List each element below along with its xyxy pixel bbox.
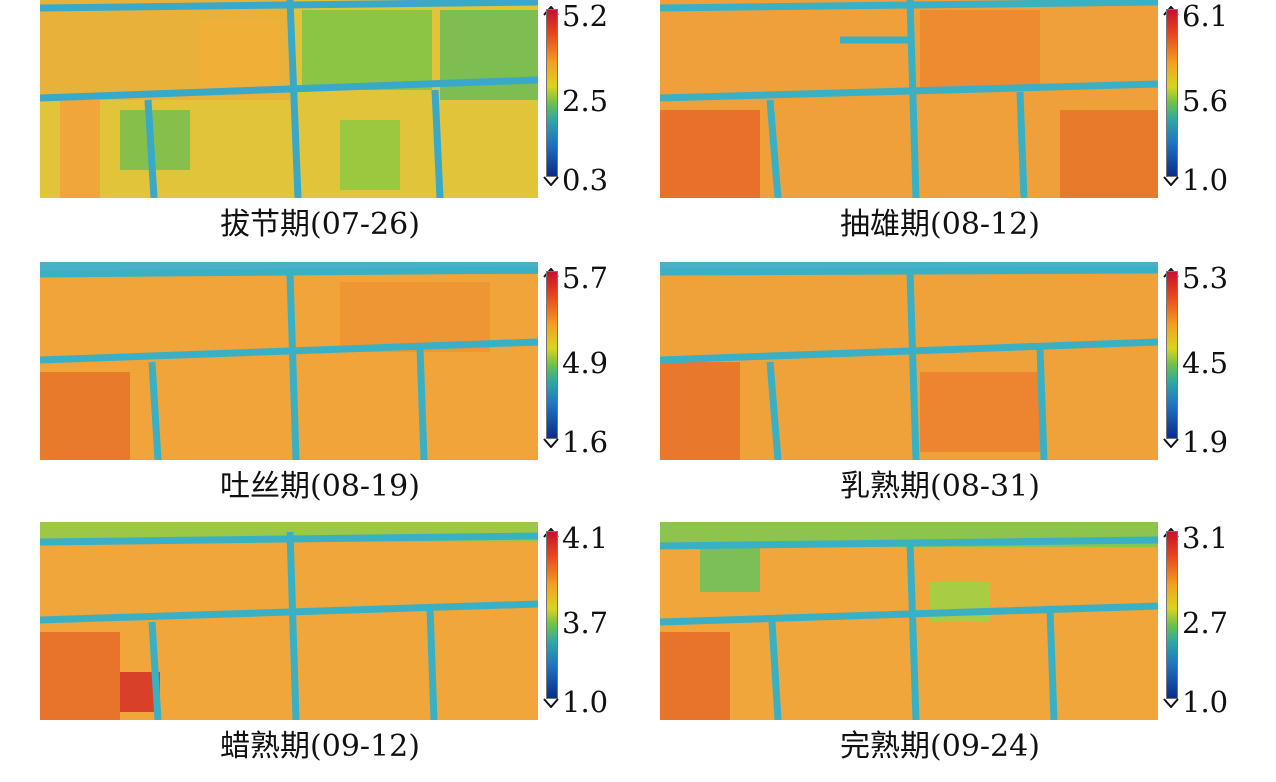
colorbar-max: 5.3 bbox=[1182, 261, 1229, 295]
colorbar-gradient bbox=[1166, 9, 1178, 177]
colorbar-mid: 2.7 bbox=[1182, 606, 1229, 640]
panel-caption: 抽雄期(08-12) bbox=[840, 207, 1040, 242]
colorbar-bottom-marker-icon bbox=[542, 176, 560, 186]
map-panel-3: 5.7 4.9 1.6 吐丝期(08-19) bbox=[40, 262, 640, 522]
map-panel-5: 4.1 3.7 1.0 蜡熟期(09-12) bbox=[40, 522, 640, 782]
colorbar-bottom-marker-icon bbox=[542, 698, 560, 708]
colorbar-max: 4.1 bbox=[562, 521, 609, 555]
colorbar-min: 1.0 bbox=[1182, 163, 1229, 197]
colorbar-mid: 3.7 bbox=[562, 606, 609, 640]
lai-map-4 bbox=[660, 262, 1158, 460]
lai-map-6 bbox=[660, 522, 1158, 720]
colorbar-min: 1.0 bbox=[562, 685, 609, 719]
panel-caption: 乳熟期(08-31) bbox=[840, 469, 1040, 504]
map-panel-2: 6.1 5.6 1.0 抽雄期(08-12) bbox=[660, 0, 1260, 260]
colorbar-bottom-marker-icon bbox=[1162, 438, 1180, 448]
lai-map-5 bbox=[40, 522, 538, 720]
lai-map-2 bbox=[660, 0, 1158, 198]
colorbar-mid: 5.6 bbox=[1182, 84, 1229, 118]
colorbar-max: 5.2 bbox=[562, 0, 609, 33]
colorbar-gradient bbox=[1166, 531, 1178, 699]
colorbar-max: 5.7 bbox=[562, 261, 609, 295]
colorbar-min: 1.0 bbox=[1182, 685, 1229, 719]
colorbar-4: 5.3 4.5 1.9 bbox=[1162, 262, 1260, 460]
lai-map-1 bbox=[40, 0, 538, 198]
panel-caption: 拔节期(07-26) bbox=[220, 207, 420, 242]
lai-map-3 bbox=[40, 262, 538, 460]
colorbar-bottom-marker-icon bbox=[1162, 698, 1180, 708]
colorbar-max: 6.1 bbox=[1182, 0, 1229, 33]
map-panel-6: 3.1 2.7 1.0 完熟期(09-24) bbox=[660, 522, 1260, 782]
colorbar-bottom-marker-icon bbox=[542, 438, 560, 448]
colorbar-gradient bbox=[546, 531, 558, 699]
colorbar-bottom-marker-icon bbox=[1162, 176, 1180, 186]
colorbar-2: 6.1 5.6 1.0 bbox=[1162, 0, 1260, 198]
colorbar-min: 0.3 bbox=[562, 163, 609, 197]
colorbar-min: 1.6 bbox=[562, 425, 609, 459]
map-panel-4: 5.3 4.5 1.9 乳熟期(08-31) bbox=[660, 262, 1260, 522]
colorbar-mid: 4.9 bbox=[562, 346, 609, 380]
colorbar-gradient bbox=[546, 9, 558, 177]
panel-caption: 完熟期(09-24) bbox=[840, 729, 1040, 764]
panel-caption: 蜡熟期(09-12) bbox=[220, 729, 420, 764]
colorbar-3: 5.7 4.9 1.6 bbox=[542, 262, 640, 460]
colorbar-gradient bbox=[546, 271, 558, 439]
panel-caption: 吐丝期(08-19) bbox=[220, 469, 420, 504]
colorbar-1: 5.2 2.5 0.3 bbox=[542, 0, 640, 198]
colorbar-mid: 2.5 bbox=[562, 84, 609, 118]
colorbar-mid: 4.5 bbox=[1182, 346, 1229, 380]
colorbar-6: 3.1 2.7 1.0 bbox=[1162, 522, 1260, 720]
colorbar-max: 3.1 bbox=[1182, 521, 1229, 555]
map-panel-1: 5.2 2.5 0.3 拔节期(07-26) bbox=[40, 0, 640, 260]
colorbar-gradient bbox=[1166, 271, 1178, 439]
colorbar-5: 4.1 3.7 1.0 bbox=[542, 522, 640, 720]
colorbar-min: 1.9 bbox=[1182, 425, 1229, 459]
